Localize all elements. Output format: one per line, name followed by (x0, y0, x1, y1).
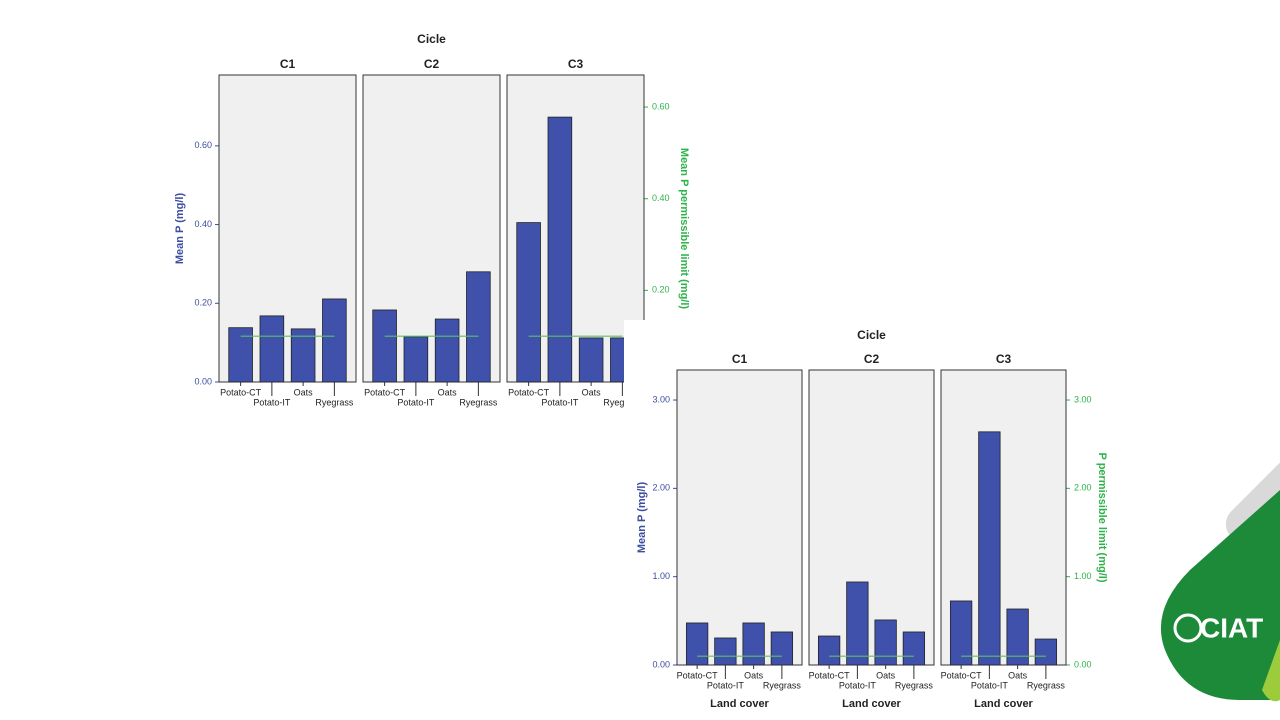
x-tick-label: Oats (438, 387, 458, 397)
x-axis-label: Land cover (842, 698, 901, 710)
y-tick-label: 0.20 (194, 298, 212, 308)
x-tick-label: Oats (582, 387, 602, 397)
x-tick-label: Potato-IT (397, 397, 435, 407)
y-tick-label: 0.00 (194, 376, 212, 386)
logo: CIAT (1160, 453, 1280, 702)
facet-panel (808, 369, 935, 666)
bar (978, 431, 1001, 666)
y-tick-label: 0.60 (194, 140, 212, 150)
y-tick-label: 2.00 (652, 483, 670, 493)
bar (949, 600, 973, 666)
x-axis-label: Land cover (974, 698, 1033, 710)
x-tick-label: Ryegrass (1027, 680, 1066, 690)
x-tick-label: Potato-IT (971, 680, 1009, 690)
chart-title: Cicle (857, 328, 886, 342)
bar (547, 116, 573, 383)
x-tick-label: Ryegrass (603, 397, 642, 407)
facet-panel (676, 369, 803, 666)
bar (714, 637, 737, 666)
y2-tick-label: 0.20 (652, 285, 670, 295)
facet-title: C1 (280, 57, 296, 71)
x-tick-label: Potato-IT (253, 397, 291, 407)
x-tick-label: Potato-CT (364, 387, 406, 397)
y-tick-label: 1.00 (652, 571, 670, 581)
y2-tick-label: 0.40 (652, 193, 670, 203)
bar (874, 619, 897, 666)
x-tick-label: Potato-CT (941, 670, 983, 680)
facet-title: C3 (996, 352, 1012, 366)
x-tick-label: Potato-CT (220, 387, 262, 397)
x-tick-label: Oats (294, 387, 314, 397)
x-tick-label: Potato-IT (839, 680, 877, 690)
y2-axis-label: P permissible limit (mg/l) (1096, 453, 1108, 583)
logo-shape (1160, 490, 1280, 700)
facet-title: C1 (732, 352, 748, 366)
bar (1034, 638, 1058, 666)
x-tick-label: Ryegrass (315, 397, 354, 407)
x-tick-label: Ryegrass (895, 680, 934, 690)
facet-title: C2 (864, 352, 880, 366)
bar (578, 337, 604, 383)
bar (466, 271, 491, 383)
bar (403, 336, 429, 383)
logo-text: CIAT (1200, 612, 1263, 643)
bar (516, 222, 541, 383)
bar (846, 581, 869, 666)
bar (322, 298, 347, 383)
y2-tick-label: 0.60 (652, 101, 670, 111)
y-axis-label: Mean P (mg/l) (636, 482, 648, 554)
bar (770, 631, 794, 666)
x-axis-label: Land cover (710, 698, 769, 710)
y-tick-label: 0.00 (652, 659, 670, 669)
x-tick-label: Potato-IT (541, 397, 579, 407)
bar (902, 631, 926, 666)
bar (434, 318, 460, 383)
x-tick-label: Ryegrass (459, 397, 498, 407)
y2-axis-label: Mean P permissible limit (mg/l) (678, 148, 690, 310)
bar (372, 309, 397, 383)
y2-tick-label: 2.00 (1074, 483, 1092, 493)
facet-title: C2 (424, 57, 440, 71)
bar (685, 622, 709, 666)
x-tick-label: Oats (1008, 670, 1028, 680)
facet-title: C3 (568, 57, 584, 71)
y2-tick-label: 3.00 (1074, 394, 1092, 404)
logo-globe (1173, 613, 1203, 643)
y-axis-label: Mean P (mg/l) (174, 193, 186, 265)
x-tick-label: Potato-IT (707, 680, 745, 690)
bar (259, 315, 285, 383)
y-tick-label: 0.40 (194, 219, 212, 229)
bar (290, 328, 316, 383)
bar (742, 622, 765, 666)
logo-accent (1262, 640, 1280, 702)
x-tick-label: Potato-CT (677, 670, 719, 680)
bar (817, 635, 841, 666)
y2-tick-label: 1.00 (1074, 571, 1092, 581)
x-tick-label: Potato-CT (809, 670, 851, 680)
y-tick-label: 3.00 (652, 394, 670, 404)
x-tick-label: Potato-CT (508, 387, 550, 397)
chart-title: Cicle (417, 32, 446, 46)
x-tick-label: Oats (876, 670, 896, 680)
x-tick-label: Ryegrass (763, 680, 802, 690)
y2-tick-label: 0.00 (1074, 659, 1092, 669)
x-tick-label: Oats (744, 670, 764, 680)
